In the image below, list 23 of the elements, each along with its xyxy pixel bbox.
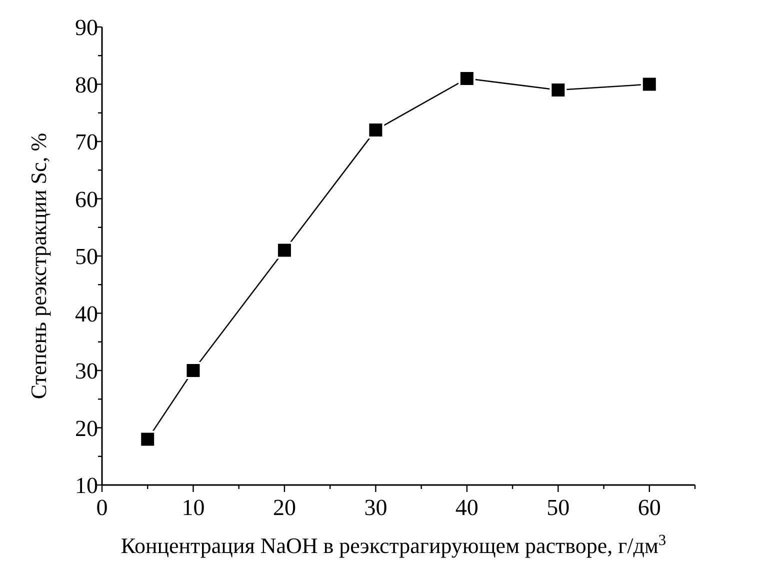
x-tick-label: 40 bbox=[455, 495, 478, 520]
point bbox=[139, 430, 156, 448]
y-tick-label: 70 bbox=[75, 130, 98, 154]
point bbox=[184, 362, 202, 379]
y-tick-label: 60 bbox=[75, 186, 98, 212]
x-tick-label: 0 bbox=[96, 495, 108, 520]
x-tick-label: 30 bbox=[364, 495, 388, 520]
point bbox=[276, 242, 293, 259]
y-tick-label: 40 bbox=[75, 301, 98, 326]
y-tick-label: 90 bbox=[75, 15, 98, 40]
y-tick-label: 10 bbox=[75, 473, 98, 498]
y-tick-label: 20 bbox=[75, 416, 98, 441]
x-tick-label: 10 bbox=[182, 495, 205, 520]
x-tick-label: 60 bbox=[638, 495, 661, 520]
y-tick-label: 50 bbox=[75, 244, 98, 269]
x-tick-label: 20 bbox=[272, 495, 296, 520]
point bbox=[367, 122, 384, 139]
x-axis-title: Концентрация NaOH в реэкстрагирующем растворе, г/дм$^{3}$ bbox=[120, 532, 666, 558]
y-tick-label: 30 bbox=[75, 358, 98, 384]
point bbox=[640, 76, 658, 93]
x-tick-label: 50 bbox=[546, 495, 570, 520]
y-axis-title: Степень реэкстракции Sc, % bbox=[26, 132, 51, 400]
y-tick-label: 80 bbox=[75, 72, 98, 98]
